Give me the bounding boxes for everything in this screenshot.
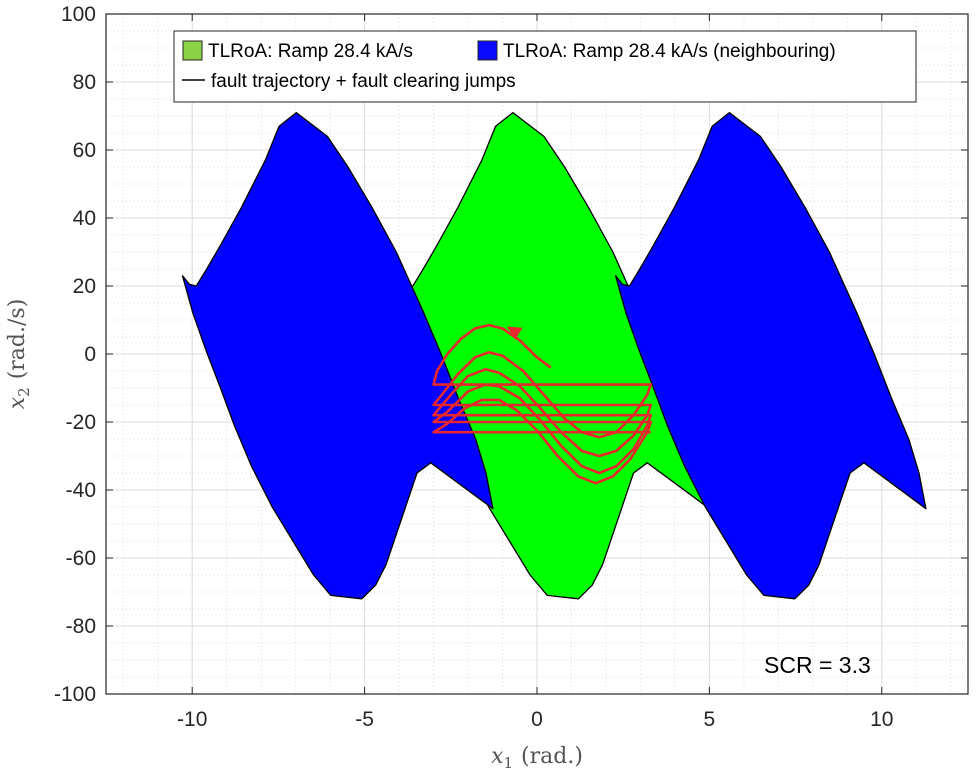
y-axis-label: x2(rad./s) xyxy=(5,299,33,410)
y-tick-label: 80 xyxy=(73,71,96,94)
y-axis-ticks: 100 80 60 40 20 0 -20 -40 -60 -80 -100 xyxy=(54,3,968,706)
region-blue-1 xyxy=(181,111,494,600)
scr-annotation: SCR = 3.3 xyxy=(764,652,871,678)
y-tick-label: 20 xyxy=(73,275,96,298)
fault-trajectory xyxy=(432,323,653,485)
regions-layer xyxy=(181,111,927,600)
legend-swatch-green xyxy=(182,40,203,61)
y-tick-label: 60 xyxy=(73,139,96,162)
x-tick-label: 0 xyxy=(531,708,543,731)
y-tick-label: -40 xyxy=(66,479,96,502)
y-tick-label: 0 xyxy=(84,343,96,366)
x-tick-label: 10 xyxy=(870,708,893,731)
legend-swatch-blue xyxy=(477,40,498,61)
y-tick-label: 100 xyxy=(61,3,96,26)
region-blue-2 xyxy=(614,111,927,600)
legend-label-green: TLRoA: Ramp 28.4 kA/s xyxy=(208,41,413,62)
y-tick-label: 40 xyxy=(73,207,96,230)
legend-label-blue: TLRoA: Ramp 28.4 kA/s (neighbouring) xyxy=(503,41,836,62)
x-tick-label: -5 xyxy=(355,708,374,731)
y-tick-label: -60 xyxy=(66,547,96,570)
legend-label-trajectory: fault trajectory + fault clearing jumps xyxy=(211,71,516,92)
x-tick-label: 5 xyxy=(704,708,716,731)
x-axis-label: x1 (rad.) xyxy=(491,744,583,772)
y-tick-label: -20 xyxy=(66,411,96,434)
legend-box xyxy=(173,30,917,103)
legend: TLRoA: Ramp 28.4 kA/s TLRoA: Ramp 28.4 k… xyxy=(173,30,917,103)
y-tick-label: -100 xyxy=(54,683,96,706)
x-tick-label: -10 xyxy=(177,708,207,731)
y-tick-label: -80 xyxy=(66,615,96,638)
trajectory-layer xyxy=(432,323,653,485)
x-axis-ticks: -10 -5 0 5 10 xyxy=(177,14,893,731)
trajectory-arrowhead xyxy=(506,326,523,340)
